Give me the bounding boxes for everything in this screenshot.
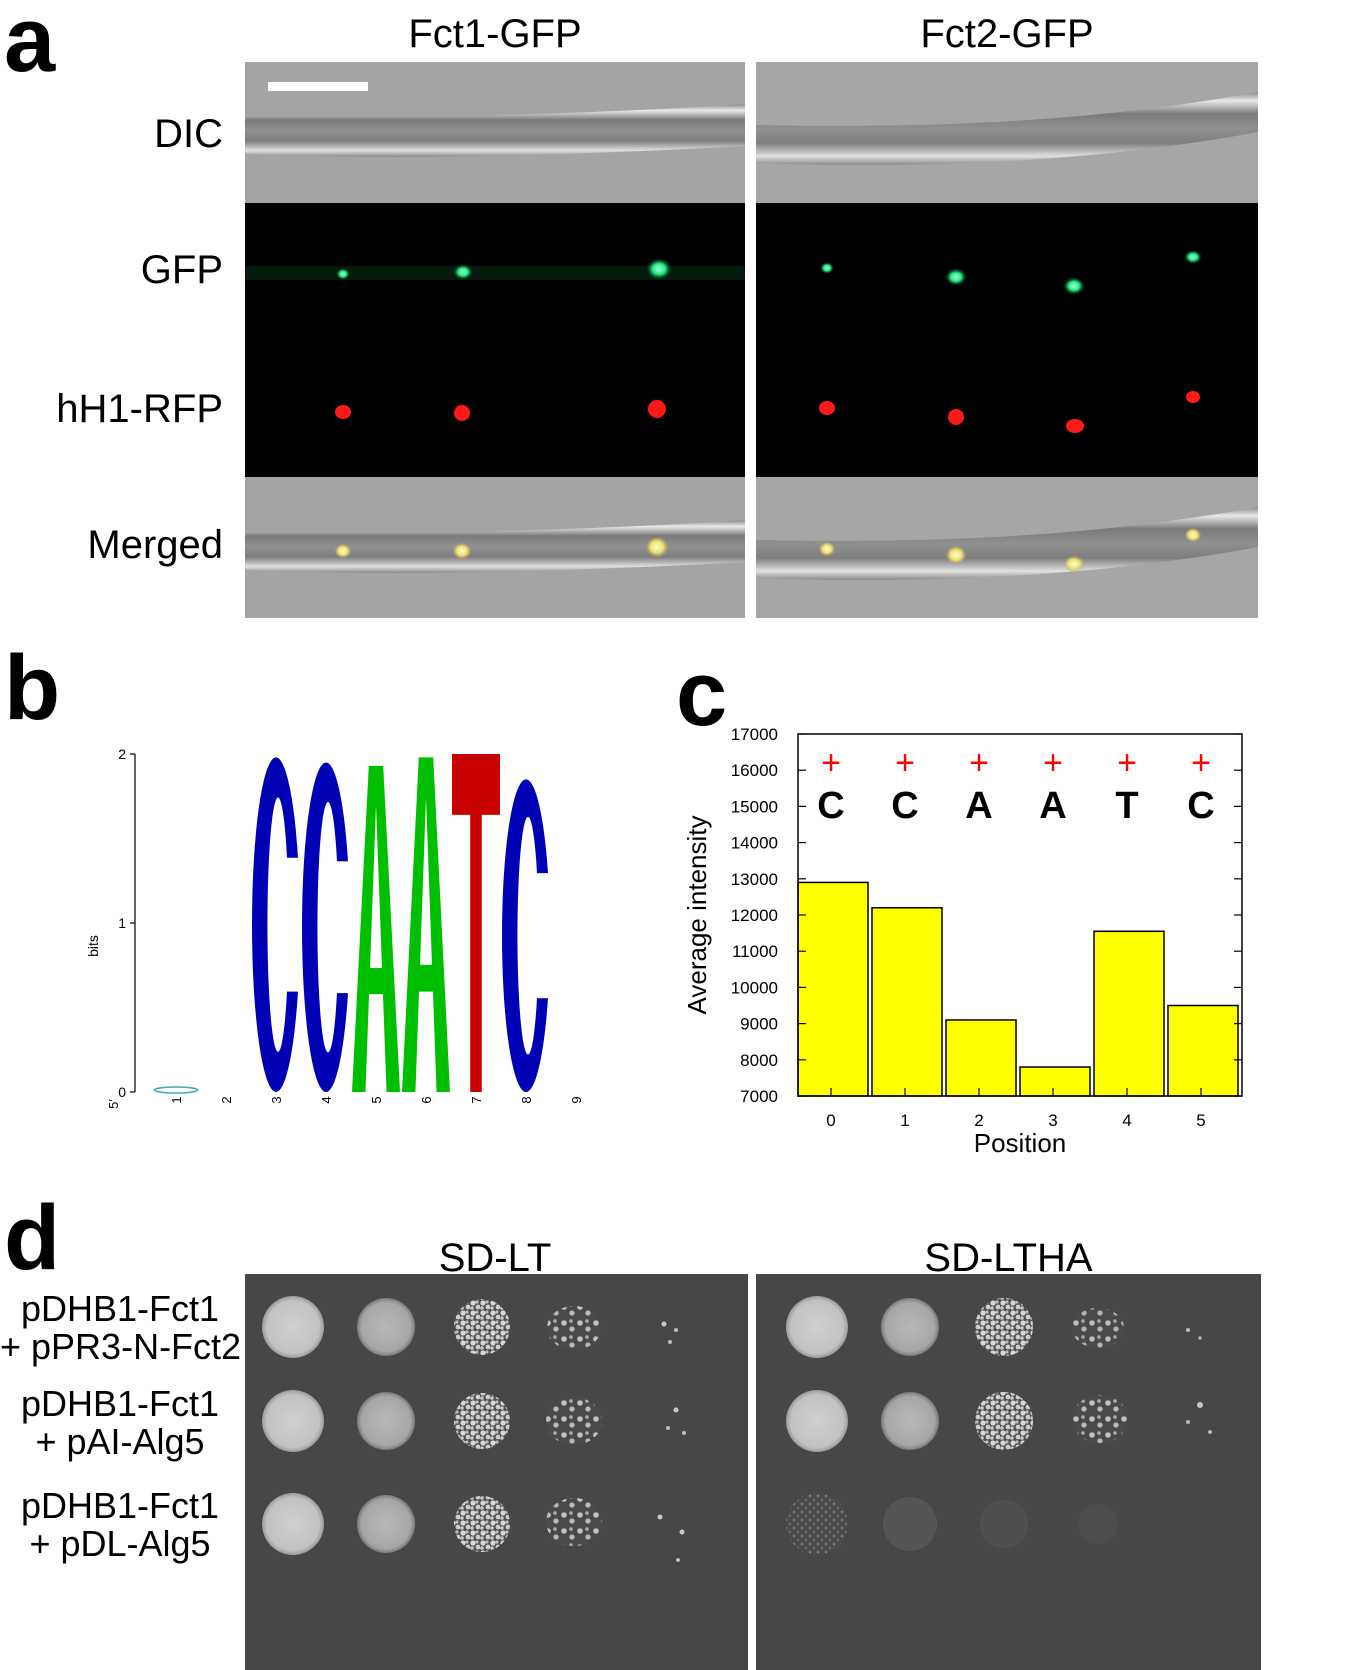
chart-ylabel: Average intensity bbox=[682, 816, 712, 1015]
fct2-merged-image bbox=[756, 477, 1258, 618]
chart-xtick-label: 2 bbox=[974, 1111, 983, 1130]
logo-letter-T bbox=[452, 754, 500, 1092]
row-label-merged: Merged bbox=[87, 523, 223, 567]
chart-ytick-label: 10000 bbox=[731, 978, 778, 997]
logo-xtick-label: 3 bbox=[269, 1096, 284, 1103]
panel-b-label: b bbox=[4, 637, 61, 739]
chart-ytick-label: 8000 bbox=[740, 1051, 778, 1070]
logo-xtick-label: 5 bbox=[369, 1096, 384, 1103]
sequence-logo: 0 1 2 1 2 3 4 5 6 7 8 9 bits 5′ bbox=[85, 746, 584, 1109]
strain-bait-1: pDHB1-Fct1 bbox=[20, 1288, 220, 1329]
strain-prey-3: + pDL-Alg5 bbox=[29, 1522, 211, 1564]
base-letter: C bbox=[817, 785, 844, 827]
chart-ytick-label: 12000 bbox=[731, 906, 778, 925]
panel-d-label: d bbox=[4, 1187, 61, 1289]
column-label-fct1-gfp: Fct1-GFP bbox=[408, 12, 582, 56]
strain-label-row-1: pDHB1-Fct1 + pPR3-N-Fct2 bbox=[0, 1288, 242, 1367]
chart-ytick-label: 7000 bbox=[740, 1087, 778, 1106]
logo-xtick-label: 2 bbox=[219, 1096, 234, 1103]
fct1-gfp-image bbox=[245, 203, 745, 340]
bar bbox=[1019, 1066, 1091, 1097]
chart-ytick-label: 11000 bbox=[732, 942, 778, 961]
strain-label-row-3: pDHB1-Fct1 + pDL-Alg5 bbox=[0, 1487, 240, 1563]
fct2-rfp-image bbox=[756, 340, 1258, 477]
logo-ytick-label: 1 bbox=[118, 915, 126, 931]
chart-ytick-label: 17000 bbox=[731, 725, 778, 744]
fct2-dic-image bbox=[756, 62, 1258, 203]
logo-letter-C bbox=[302, 762, 353, 1092]
chart-xlabel: Position bbox=[974, 1128, 1067, 1158]
base-letter: A bbox=[1039, 785, 1066, 827]
chart-ytick-label: 16000 bbox=[731, 761, 778, 780]
chart-xtick-label: 0 bbox=[826, 1111, 835, 1130]
strain-label-row-2: pDHB1-Fct1 + pAI-Alg5 bbox=[0, 1385, 240, 1461]
logo-ytick-label: 0 bbox=[118, 1084, 126, 1100]
logo-xtick-label: 9 bbox=[569, 1096, 584, 1103]
sd-ltha-plate bbox=[756, 1274, 1261, 1670]
logo-ylabel: bits bbox=[85, 935, 101, 957]
bar bbox=[1093, 930, 1165, 1097]
logo-letter-A bbox=[352, 765, 400, 1092]
row-label-gfp: GFP bbox=[140, 248, 223, 292]
logo-letter-C bbox=[502, 779, 553, 1092]
point-marker: + bbox=[1117, 744, 1137, 782]
point-marker: + bbox=[969, 744, 989, 782]
point-marker: + bbox=[821, 744, 841, 782]
logo-xtick-label: 4 bbox=[319, 1096, 334, 1103]
base-letter: A bbox=[965, 785, 992, 827]
chart-xtick-label: 3 bbox=[1048, 1111, 1057, 1130]
logo-xtick-label: 8 bbox=[519, 1096, 534, 1103]
bar bbox=[871, 907, 943, 1097]
chart-xtick-label: 1 bbox=[900, 1111, 909, 1130]
base-letter: C bbox=[891, 785, 918, 827]
yeast-spot-assay bbox=[245, 1274, 1261, 1670]
base-letter: C bbox=[1187, 785, 1214, 827]
chart-ytick-label: 15000 bbox=[731, 797, 778, 816]
bar bbox=[1167, 1004, 1239, 1097]
fct1-dic-image bbox=[245, 62, 745, 203]
bar bbox=[797, 881, 869, 1097]
chart-xtick-label: 5 bbox=[1196, 1111, 1205, 1130]
logo-xtick-label: 7 bbox=[469, 1096, 484, 1103]
sd-lt-plate bbox=[245, 1274, 748, 1670]
strain-prey-2: + pAI-Alg5 bbox=[35, 1420, 205, 1462]
point-marker: + bbox=[895, 744, 915, 782]
microscopy-panel bbox=[245, 62, 1258, 618]
fct2-gfp-image bbox=[756, 203, 1258, 340]
logo-xtick-label: 1 bbox=[169, 1096, 184, 1103]
bar bbox=[945, 1019, 1017, 1097]
chart-ytick-label: 13000 bbox=[731, 870, 778, 889]
point-marker: + bbox=[1191, 744, 1211, 782]
column-label-fct2-gfp: Fct2-GFP bbox=[920, 12, 1094, 56]
panel-a-label: a bbox=[4, 0, 56, 91]
logo-stack bbox=[153, 1086, 199, 1094]
row-label-hh1-rfp: hH1-RFP bbox=[56, 387, 223, 431]
column-label-sd-ltha: SD-LTHA bbox=[924, 1236, 1093, 1280]
fct1-rfp-image bbox=[245, 340, 745, 477]
strain-bait-3: pDHB1-Fct1 bbox=[20, 1485, 220, 1526]
point-marker: + bbox=[1043, 744, 1063, 782]
chart-xtick-label: 4 bbox=[1122, 1111, 1131, 1130]
logo-letter-A bbox=[402, 757, 450, 1092]
logo-ytick-label: 2 bbox=[118, 746, 126, 762]
logo-letter-C bbox=[252, 757, 303, 1092]
chart-ytick-label: 9000 bbox=[740, 1015, 778, 1034]
strain-bait-2: pDHB1-Fct1 bbox=[20, 1383, 220, 1424]
logo-five-prime: 5′ bbox=[106, 1099, 121, 1109]
chart-ytick-label: 14000 bbox=[731, 834, 778, 853]
scale-bar bbox=[268, 82, 368, 91]
fct1-merged-image bbox=[245, 477, 745, 618]
intensity-bar-chart: +C+C+A+A+T+C 700080009000100001100012000… bbox=[682, 725, 1243, 1158]
panel-c-label: c bbox=[676, 643, 728, 745]
logo-xtick-label: 6 bbox=[419, 1096, 434, 1103]
base-letter: T bbox=[1115, 785, 1138, 827]
column-label-sd-lt: SD-LT bbox=[438, 1236, 552, 1280]
strain-prey-1: + pPR3-N-Fct2 bbox=[0, 1325, 242, 1367]
plot-frame bbox=[797, 733, 1243, 1097]
row-label-dic: DIC bbox=[154, 112, 223, 156]
